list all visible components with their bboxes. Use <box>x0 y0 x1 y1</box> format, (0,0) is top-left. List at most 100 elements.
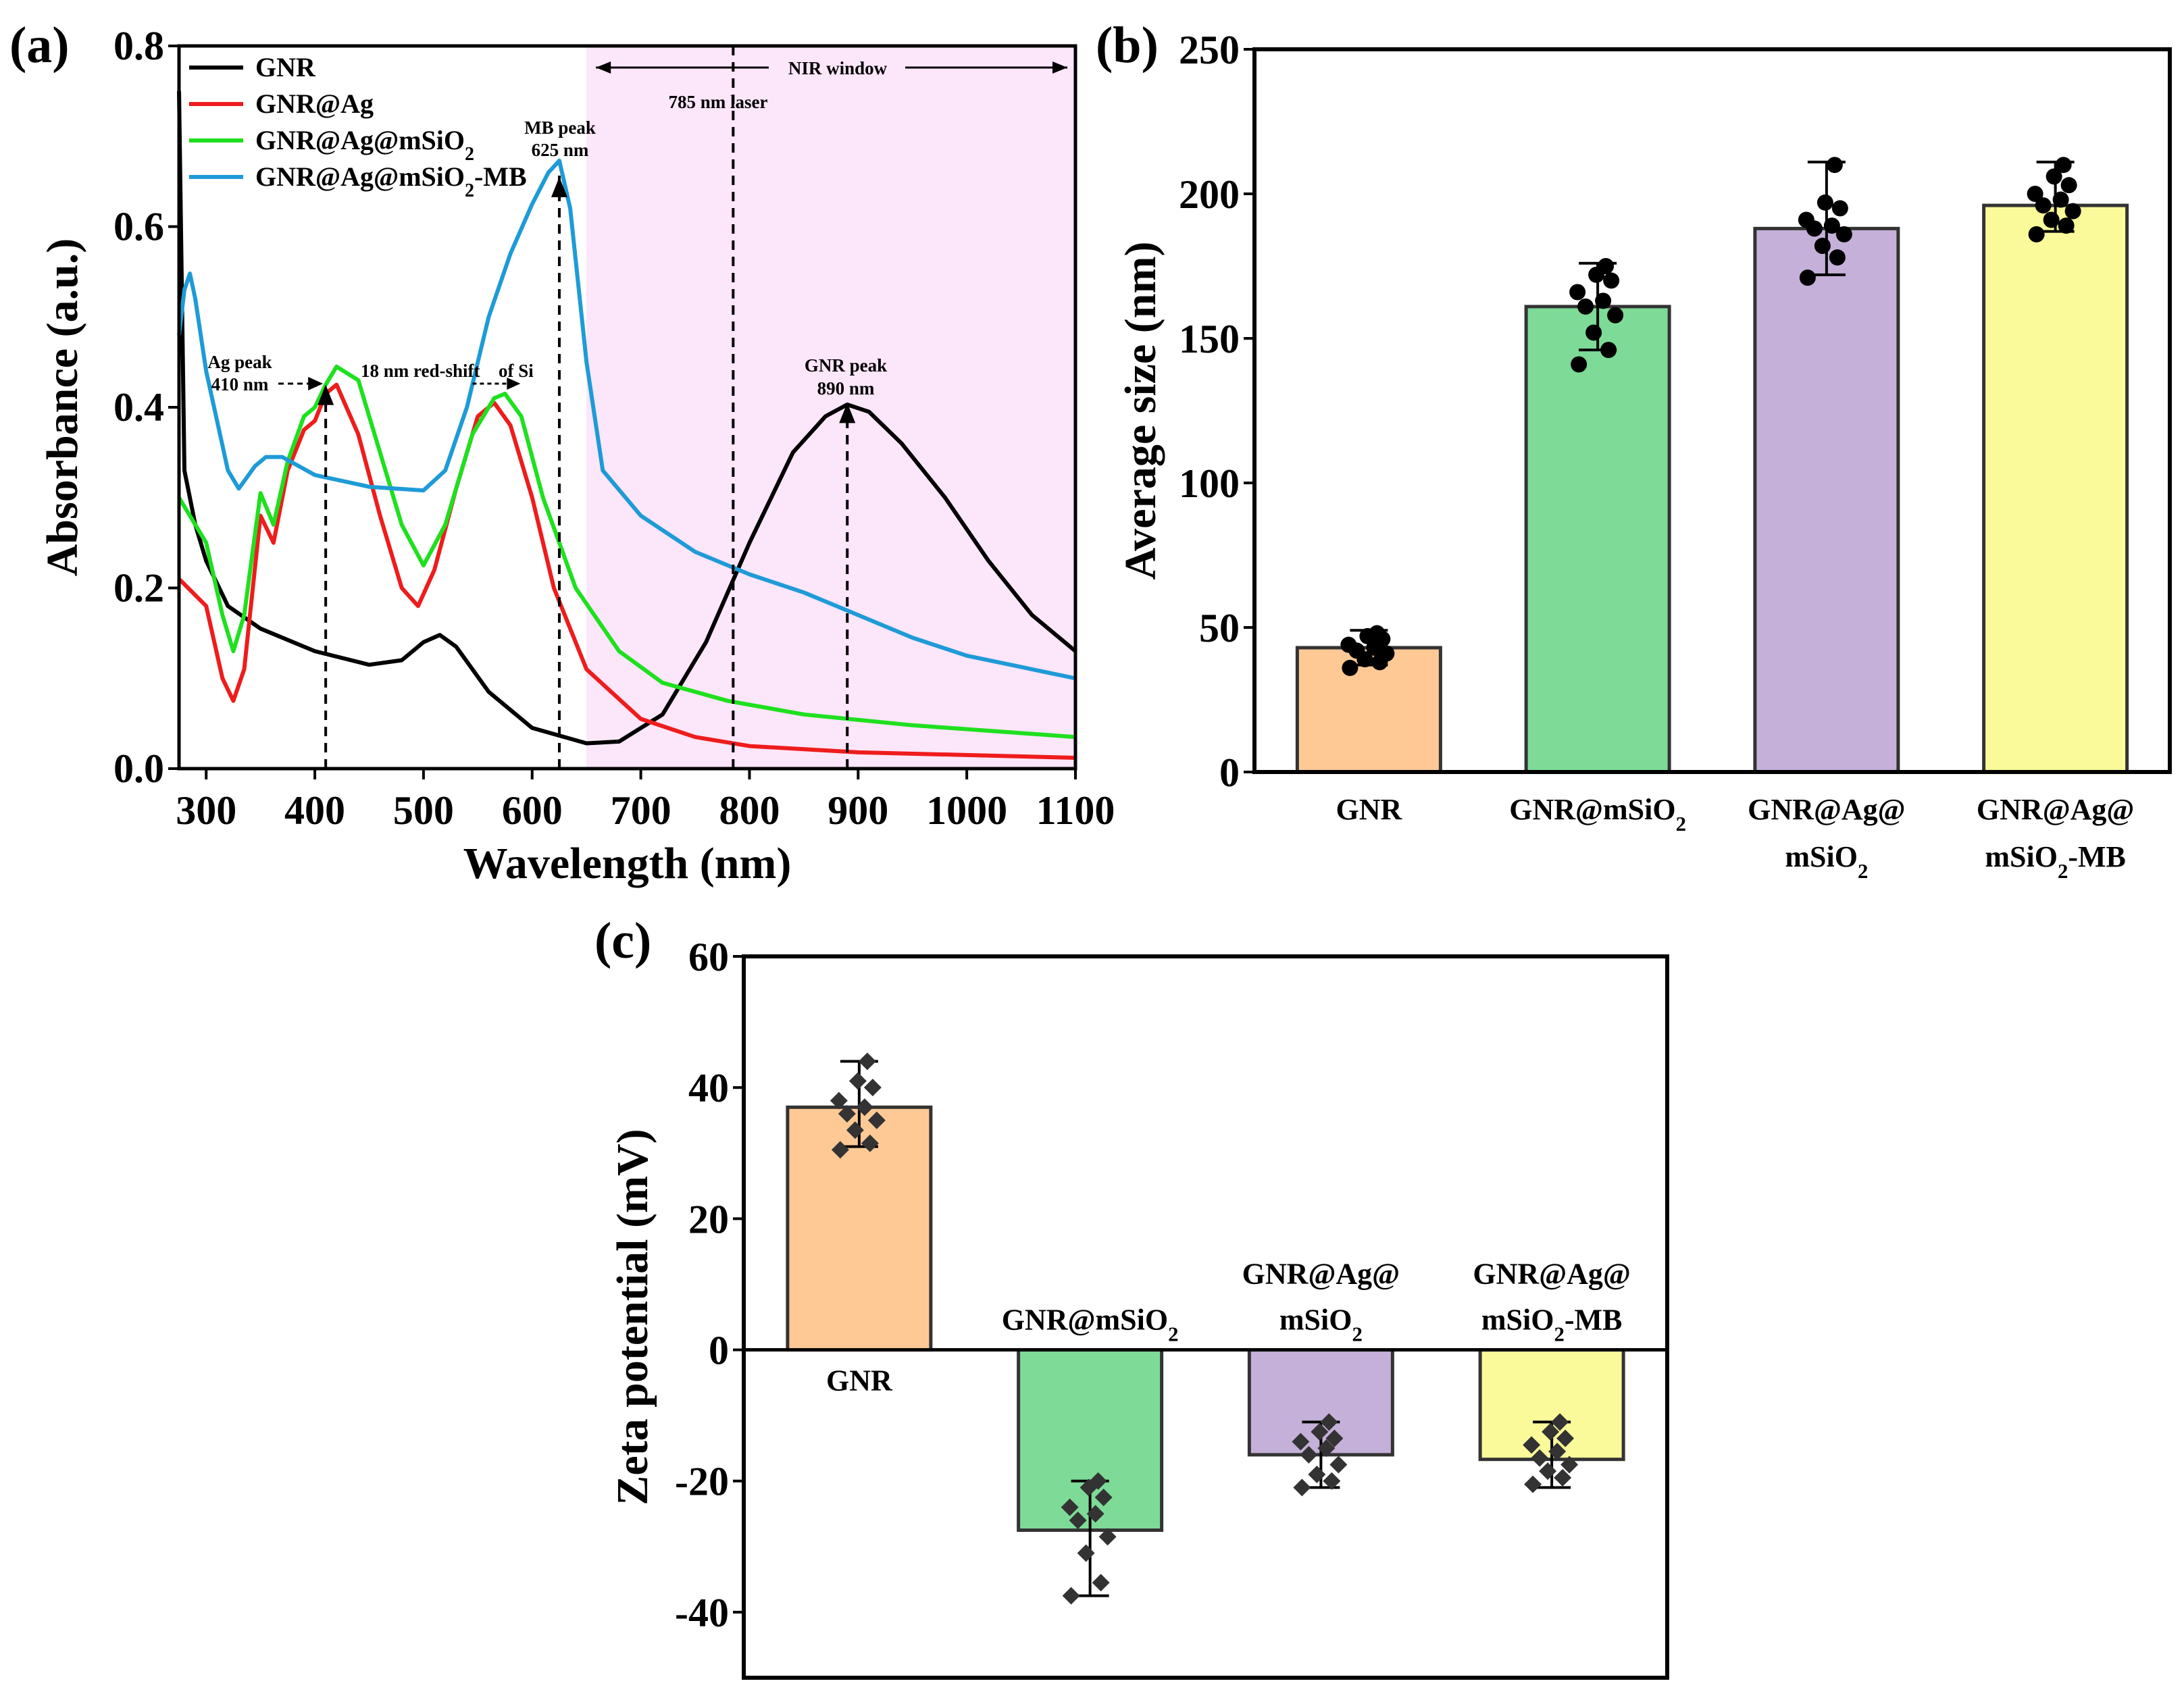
nir-arrow-right <box>1052 61 1067 74</box>
y-tick-label: 250 <box>1179 28 1240 72</box>
x-tick-label: 1000 <box>926 788 1007 833</box>
legend-entry-part: 2 <box>465 144 474 165</box>
x-tick-label: 700 <box>611 788 671 833</box>
x-tick-label: 600 <box>502 788 563 833</box>
y-tick-label: 0.4 <box>113 385 164 430</box>
y-tick-label: 0.0 <box>113 746 164 791</box>
y-tick-label: 50 <box>1199 606 1240 650</box>
category-label: mSiO2 <box>1279 1304 1363 1346</box>
data-point <box>1577 298 1594 315</box>
y-tick-label: -20 <box>675 1460 729 1504</box>
data-point <box>1823 217 1840 234</box>
category-label-part: 2 <box>1352 1323 1362 1346</box>
legend-entry-part: GNR <box>255 52 316 82</box>
data-point <box>858 1052 876 1071</box>
data-point <box>1092 1574 1110 1592</box>
legend-entry: GNR@Ag@mSiO2 <box>255 125 474 165</box>
category-label-part: GNR@mSiO <box>1002 1304 1168 1337</box>
series-line-1 <box>177 382 1076 760</box>
category-label-part: 2 <box>1676 813 1686 835</box>
data-point <box>1077 1544 1095 1562</box>
data-point <box>1598 258 1615 274</box>
data-point <box>1069 1511 1087 1529</box>
category-label-part: 2 <box>1858 860 1868 883</box>
data-point <box>1094 1489 1113 1506</box>
y-axis-title: Average size (nm) <box>1116 242 1165 580</box>
data-point <box>863 1079 882 1097</box>
data-point <box>1831 200 1848 217</box>
legend-entry-part: -MB <box>474 161 527 192</box>
data-point <box>2043 211 2060 228</box>
data-point <box>2046 168 2062 185</box>
y-axis-title: Absorbance (a.u.) <box>38 238 87 577</box>
category-label: mSiO2-MB <box>1985 840 2126 883</box>
y-axis-title: Zeta potential (mV) <box>608 1129 657 1505</box>
mb-peak-arrow <box>551 176 567 197</box>
data-point <box>846 1121 864 1139</box>
data-point <box>1835 226 1852 242</box>
gnr-peak-value: 890 nm <box>817 378 875 398</box>
data-point <box>1378 645 1395 662</box>
red-shift-label: 18 nm red-shift <box>361 361 480 381</box>
data-point <box>2064 203 2081 220</box>
ag-peak-pointer-head <box>308 377 324 390</box>
data-point <box>1317 1439 1336 1458</box>
laser-label: 785 nm laser <box>669 92 768 112</box>
x-tick-label: 400 <box>284 788 345 833</box>
category-label-part: GNR@mSiO <box>1509 793 1675 826</box>
category-label: GNR <box>826 1364 893 1397</box>
data-point <box>1523 1436 1541 1454</box>
data-point <box>1300 1445 1318 1464</box>
category-label-part: 2 <box>1168 1323 1178 1346</box>
category-label-part: -MB <box>2068 840 2126 873</box>
category-label: GNR@Ag@ <box>1473 1258 1630 1291</box>
data-point <box>1098 1528 1117 1546</box>
red-shift-arrow-head <box>507 378 521 390</box>
data-point <box>1595 292 1612 309</box>
data-point <box>1585 324 1602 341</box>
data-point <box>1548 1443 1567 1461</box>
gnr-peak-arrow <box>839 403 856 423</box>
nir-label-bg <box>769 53 905 80</box>
x-tick-label: 900 <box>828 788 888 833</box>
panel-label: (b) <box>1096 17 1159 74</box>
plot-frame <box>742 954 1669 1680</box>
bar-2 <box>1753 226 1900 774</box>
data-point <box>1293 1478 1311 1497</box>
ag-peak-value: 410 nm <box>211 374 269 394</box>
x-tick-label: 1100 <box>1036 788 1115 833</box>
data-point <box>1531 1449 1549 1467</box>
y-tick-label: 0 <box>1219 750 1240 795</box>
data-point <box>1571 356 1588 373</box>
data-point <box>1311 1422 1329 1441</box>
data-point <box>1342 659 1358 676</box>
category-label-part: mSiO <box>1785 840 1858 873</box>
legend-entry-part: GNR@Ag@mSiO <box>255 125 465 155</box>
data-point <box>1569 284 1586 301</box>
data-point <box>1061 1498 1079 1516</box>
data-point <box>2052 191 2069 208</box>
category-label: GNR@Ag@ <box>1242 1258 1400 1291</box>
data-point <box>1798 211 1814 228</box>
data-point <box>1600 342 1617 359</box>
data-point <box>831 1141 849 1159</box>
category-label: mSiO2 <box>1785 840 1868 883</box>
legend-entry: GNR@Ag <box>255 88 374 119</box>
data-point <box>1603 272 1620 289</box>
legend-entry: GNR <box>255 52 316 82</box>
nir-arrow-left <box>596 61 611 74</box>
data-point <box>1556 1429 1575 1447</box>
series-line-3 <box>177 158 1076 681</box>
red-shift-suffix: of Si <box>499 361 534 381</box>
data-point <box>1826 157 1843 174</box>
data-point <box>1086 1505 1104 1523</box>
bar-1 <box>1524 305 1671 774</box>
ag-peak-label: Ag peak <box>207 352 272 372</box>
category-label: GNR@mSiO2 <box>1002 1304 1179 1346</box>
y-tick-label: 0.6 <box>113 205 164 249</box>
data-point <box>1320 1413 1338 1431</box>
y-tick-label: 0.2 <box>113 566 164 611</box>
data-point <box>867 1111 886 1129</box>
data-point <box>1292 1433 1310 1451</box>
data-point <box>1542 1422 1560 1441</box>
